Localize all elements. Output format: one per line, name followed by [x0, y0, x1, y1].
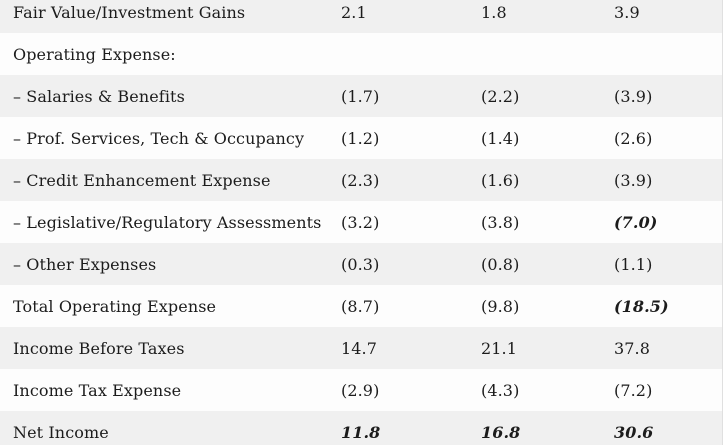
row-label: – Credit Enhancement Expense [13, 170, 271, 190]
table-row: – Prof. Services, Tech & Occupancy (1.2)… [0, 117, 722, 159]
cell-value: 11.8 [341, 422, 381, 442]
cell-value: (2.3) [341, 170, 380, 190]
cell-value: (1.2) [341, 128, 380, 148]
row-label: Income Tax Expense [13, 380, 182, 400]
cell-value: 21.1 [481, 338, 518, 358]
table-row: Income Before Taxes 14.7 21.1 37.8 [0, 327, 722, 369]
cell-value: (0.8) [481, 254, 520, 274]
cell-value: 1.8 [481, 2, 507, 22]
cell-value: (2.9) [341, 380, 380, 400]
table-row: Operating Expense: [0, 33, 722, 75]
table-row: – Salaries & Benefits (1.7) (2.2) (3.9) [0, 75, 722, 117]
cell-value: (1.7) [341, 86, 380, 106]
cell-value: (18.5) [614, 296, 669, 316]
row-label: Income Before Taxes [13, 338, 185, 358]
cell-value: (2.2) [481, 86, 520, 106]
table-row: – Other Expenses (0.3) (0.8) (1.1) [0, 243, 722, 285]
row-label: Net Income [13, 422, 109, 442]
cell-value: (2.6) [614, 128, 653, 148]
cell-value: (1.6) [481, 170, 520, 190]
cell-value: (3.8) [481, 212, 520, 232]
table-row: – Legislative/Regulatory Assessments (3.… [0, 201, 722, 243]
row-label: Operating Expense: [13, 44, 176, 64]
cell-value: 2.1 [341, 2, 367, 22]
cell-value: (0.3) [341, 254, 380, 274]
row-label: – Legislative/Regulatory Assessments [13, 212, 322, 232]
table-row: Total Operating Expense (8.7) (9.8) (18.… [0, 285, 722, 327]
table-row: Net Income 11.8 16.8 30.6 [0, 411, 722, 445]
cell-value: 30.6 [614, 422, 654, 442]
row-label: – Salaries & Benefits [13, 86, 185, 106]
row-label: Total Operating Expense [13, 296, 217, 316]
row-label: – Other Expenses [13, 254, 157, 274]
cell-value: (7.2) [614, 380, 653, 400]
cell-value: (8.7) [341, 296, 380, 316]
cell-value: (3.9) [614, 86, 653, 106]
cell-value: (1.1) [614, 254, 653, 274]
table-row: – Credit Enhancement Expense (2.3) (1.6)… [0, 159, 722, 201]
row-label: Fair Value/Investment Gains [13, 2, 246, 22]
table-row: Income Tax Expense (2.9) (4.3) (7.2) [0, 369, 722, 411]
cell-value: (7.0) [614, 212, 658, 232]
cell-value: 3.9 [614, 2, 640, 22]
cell-value: (3.9) [614, 170, 653, 190]
cell-value: 37.8 [614, 338, 651, 358]
cell-value: (9.8) [481, 296, 520, 316]
cell-value: (1.4) [481, 128, 520, 148]
row-label: – Prof. Services, Tech & Occupancy [13, 128, 305, 148]
table-row: Fair Value/Investment Gains 2.1 1.8 3.9 [0, 0, 722, 33]
cell-value: 16.8 [481, 422, 521, 442]
cell-value: 14.7 [341, 338, 378, 358]
cell-value: (3.2) [341, 212, 380, 232]
cell-value: (4.3) [481, 380, 520, 400]
